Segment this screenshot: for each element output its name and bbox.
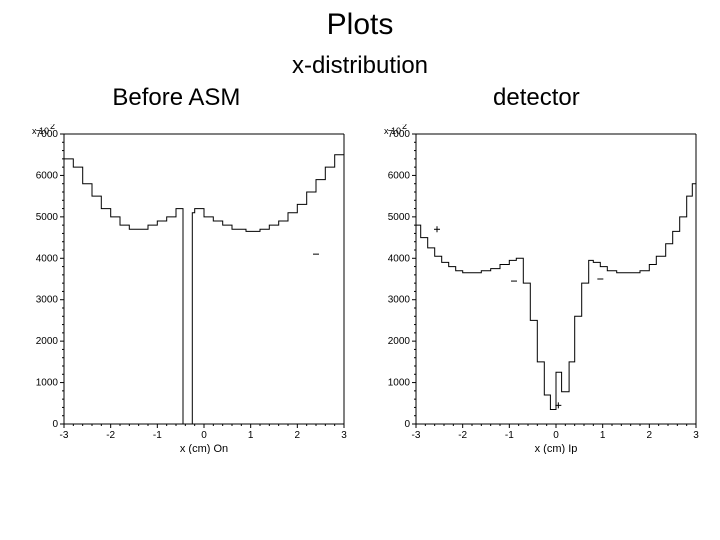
svg-text:5000: 5000 [388, 212, 411, 223]
page-title: Plots [0, 8, 720, 42]
charts-row: 01000200030004000500060007000-3-2-10123x… [0, 124, 720, 454]
svg-text:2: 2 [402, 124, 407, 131]
svg-text:-1: -1 [505, 430, 514, 441]
svg-text:6000: 6000 [36, 170, 59, 181]
svg-text:3: 3 [341, 430, 347, 441]
chart-left: 01000200030004000500060007000-3-2-10123x… [14, 124, 354, 454]
svg-text:0: 0 [553, 430, 559, 441]
svg-text:3: 3 [693, 430, 699, 441]
svg-text:1000: 1000 [388, 378, 411, 389]
svg-text:3000: 3000 [388, 295, 411, 306]
svg-text:-1: -1 [153, 430, 162, 441]
svg-text:x 10: x 10 [384, 126, 401, 136]
chart-right: 01000200030004000500060007000-3-2-10123x… [366, 124, 706, 454]
svg-text:x (cm) On: x (cm) On [180, 443, 228, 454]
svg-text:2: 2 [647, 430, 653, 441]
svg-text:-2: -2 [106, 430, 115, 441]
chart-right-svg: 01000200030004000500060007000-3-2-10123x… [366, 124, 706, 454]
svg-text:-2: -2 [458, 430, 467, 441]
svg-text:x 10: x 10 [32, 126, 49, 136]
svg-text:1000: 1000 [36, 378, 59, 389]
svg-text:2: 2 [50, 124, 55, 131]
svg-text:x (cm) Ip: x (cm) Ip [535, 443, 578, 454]
svg-text:3000: 3000 [36, 295, 59, 306]
svg-text:0: 0 [201, 430, 207, 441]
right-chart-label: detector [353, 84, 720, 112]
svg-text:-3: -3 [412, 430, 421, 441]
svg-text:2000: 2000 [36, 336, 59, 347]
svg-text:2000: 2000 [388, 336, 411, 347]
left-chart-label: Before ASM [0, 84, 353, 112]
chart-labels-row: Before ASM detector [0, 84, 720, 112]
svg-text:4000: 4000 [388, 253, 411, 264]
svg-text:4000: 4000 [36, 253, 59, 264]
page-subtitle: x-distribution [0, 52, 720, 80]
svg-text:6000: 6000 [388, 170, 411, 181]
chart-left-svg: 01000200030004000500060007000-3-2-10123x… [14, 124, 354, 454]
svg-text:5000: 5000 [36, 212, 59, 223]
svg-text:1: 1 [600, 430, 606, 441]
svg-text:-3: -3 [60, 430, 69, 441]
svg-text:0: 0 [52, 419, 58, 430]
svg-text:1: 1 [248, 430, 254, 441]
svg-text:0: 0 [404, 419, 410, 430]
svg-text:2: 2 [295, 430, 301, 441]
